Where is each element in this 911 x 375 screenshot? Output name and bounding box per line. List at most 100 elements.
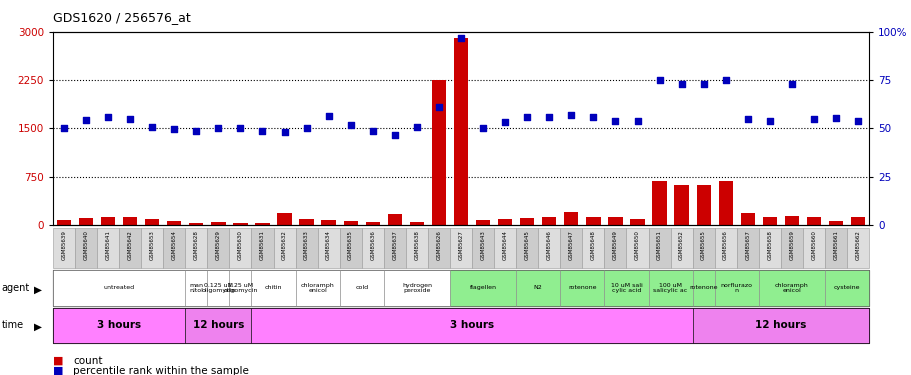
Bar [674, 185, 688, 225]
Bar [696, 185, 710, 225]
Point [167, 126, 181, 132]
Point [541, 114, 556, 120]
Bar [630, 219, 644, 225]
Text: GSM85641: GSM85641 [106, 230, 110, 260]
Point [673, 81, 688, 87]
FancyBboxPatch shape [824, 270, 868, 306]
FancyBboxPatch shape [251, 228, 273, 268]
Bar [651, 181, 666, 225]
FancyBboxPatch shape [559, 228, 582, 268]
Text: GSM85656: GSM85656 [722, 230, 728, 260]
FancyBboxPatch shape [691, 270, 714, 306]
FancyBboxPatch shape [648, 228, 670, 268]
Text: GSM85653: GSM85653 [149, 230, 155, 260]
FancyBboxPatch shape [141, 228, 163, 268]
FancyBboxPatch shape [75, 228, 97, 268]
Text: GSM85640: GSM85640 [84, 230, 88, 260]
Text: GSM85662: GSM85662 [855, 230, 860, 260]
Text: GSM85650: GSM85650 [634, 230, 640, 260]
FancyBboxPatch shape [626, 228, 648, 268]
Text: GSM85652: GSM85652 [679, 230, 683, 260]
Bar [718, 181, 732, 225]
Text: GSM85634: GSM85634 [326, 230, 331, 260]
Text: GSM85647: GSM85647 [568, 230, 573, 260]
Point [277, 129, 292, 135]
Text: GDS1620 / 256576_at: GDS1620 / 256576_at [53, 11, 190, 24]
FancyBboxPatch shape [163, 228, 185, 268]
Bar [56, 220, 71, 225]
FancyBboxPatch shape [405, 228, 427, 268]
Text: time: time [2, 320, 24, 330]
Text: GSM85655: GSM85655 [701, 230, 705, 260]
Text: 3 hours: 3 hours [97, 320, 141, 330]
Point [563, 112, 578, 118]
Text: GSM85660: GSM85660 [811, 230, 815, 260]
Point [387, 132, 402, 138]
Text: untreated: untreated [104, 285, 135, 290]
Bar [564, 212, 578, 225]
Text: GSM85651: GSM85651 [656, 230, 661, 260]
Text: GSM85657: GSM85657 [744, 230, 750, 260]
Text: GSM85627: GSM85627 [458, 230, 463, 260]
Text: GSM85642: GSM85642 [128, 230, 132, 260]
FancyBboxPatch shape [53, 228, 75, 268]
Text: GSM85654: GSM85654 [171, 230, 177, 260]
Text: 12 hours: 12 hours [192, 320, 244, 330]
FancyBboxPatch shape [559, 270, 604, 306]
Bar [277, 213, 292, 225]
Point [651, 77, 666, 83]
Text: ▶: ▶ [34, 322, 42, 332]
FancyBboxPatch shape [604, 270, 648, 306]
FancyBboxPatch shape [802, 228, 824, 268]
FancyBboxPatch shape [648, 270, 691, 306]
FancyBboxPatch shape [537, 228, 559, 268]
Bar [255, 223, 270, 225]
Point [696, 81, 711, 87]
Text: ■: ■ [53, 366, 64, 375]
Bar [322, 220, 335, 225]
FancyBboxPatch shape [758, 270, 824, 306]
Text: GSM85631: GSM85631 [260, 230, 265, 260]
FancyBboxPatch shape [295, 270, 339, 306]
Text: GSM85628: GSM85628 [193, 230, 199, 260]
Text: ▶: ▶ [34, 285, 42, 295]
Text: agent: agent [2, 283, 30, 293]
Bar [233, 223, 247, 225]
Point [476, 125, 490, 131]
Text: 100 uM
salicylic ac: 100 uM salicylic ac [653, 283, 687, 293]
FancyBboxPatch shape [516, 228, 537, 268]
Text: GSM85645: GSM85645 [524, 230, 529, 260]
Point [783, 81, 798, 87]
Text: chloramph
enicol: chloramph enicol [774, 283, 808, 293]
Point [519, 114, 534, 120]
FancyBboxPatch shape [670, 228, 691, 268]
FancyBboxPatch shape [207, 270, 230, 306]
Text: 3 hours: 3 hours [449, 320, 494, 330]
Text: GSM85635: GSM85635 [348, 230, 353, 260]
Point [828, 115, 843, 121]
FancyBboxPatch shape [427, 228, 449, 268]
Text: GSM85644: GSM85644 [502, 230, 507, 260]
FancyBboxPatch shape [736, 228, 758, 268]
Point [100, 114, 115, 120]
Bar [387, 214, 402, 225]
FancyBboxPatch shape [714, 270, 758, 306]
Text: 10 uM sali
cylic acid: 10 uM sali cylic acid [610, 283, 641, 293]
Text: GSM85638: GSM85638 [414, 230, 419, 260]
Text: GSM85643: GSM85643 [480, 230, 485, 260]
FancyBboxPatch shape [185, 228, 207, 268]
Point [123, 116, 138, 122]
Point [145, 123, 159, 129]
FancyBboxPatch shape [604, 228, 626, 268]
Point [78, 117, 93, 123]
FancyBboxPatch shape [97, 228, 119, 268]
FancyBboxPatch shape [758, 228, 780, 268]
Text: rotenone: rotenone [689, 285, 717, 290]
FancyBboxPatch shape [230, 270, 251, 306]
FancyBboxPatch shape [230, 228, 251, 268]
Text: ■: ■ [53, 356, 64, 366]
Text: GSM85637: GSM85637 [392, 230, 397, 260]
FancyBboxPatch shape [846, 228, 868, 268]
Text: GSM85658: GSM85658 [766, 230, 772, 260]
FancyBboxPatch shape [251, 270, 295, 306]
